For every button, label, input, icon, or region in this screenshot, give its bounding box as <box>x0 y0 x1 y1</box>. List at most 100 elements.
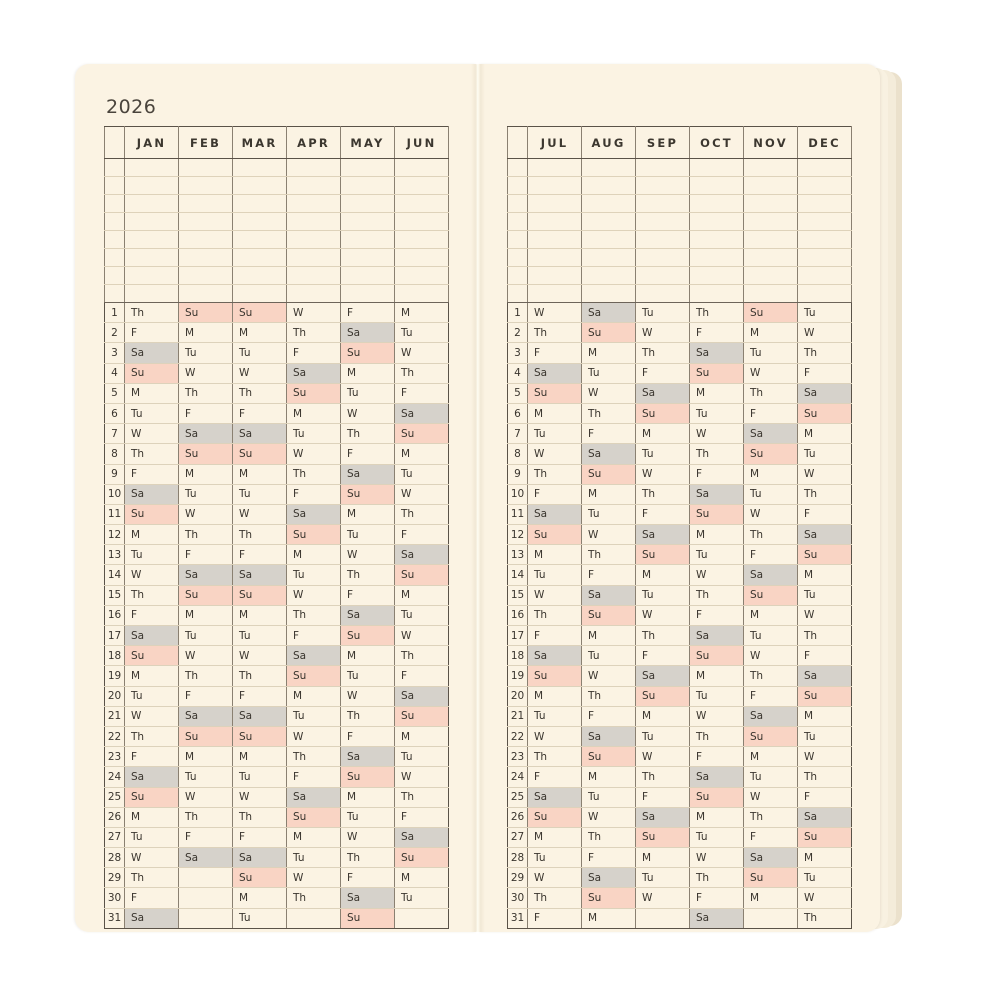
notes-cell[interactable] <box>232 212 287 231</box>
day-cell-jun-23[interactable]: Tu <box>394 746 449 768</box>
day-cell-jun-30[interactable]: Tu <box>394 887 449 909</box>
day-cell-nov-20[interactable]: F <box>743 686 798 707</box>
day-cell-oct-8[interactable]: Th <box>689 443 744 465</box>
day-cell-oct-15[interactable]: Th <box>689 585 744 606</box>
day-cell-sep-20[interactable]: Su <box>635 686 690 707</box>
notes-row[interactable] <box>104 230 449 249</box>
day-cell-nov-14[interactable]: Sa <box>743 564 798 586</box>
day-cell-may-6[interactable]: W <box>340 403 395 425</box>
notes-cell[interactable] <box>581 212 636 231</box>
notes-cell[interactable] <box>581 158 636 177</box>
day-cell-jan-31[interactable]: Sa <box>124 908 179 929</box>
day-cell-jun-15[interactable]: M <box>394 585 449 606</box>
day-cell-jul-17[interactable]: F <box>527 625 582 647</box>
day-cell-apr-2[interactable]: Th <box>286 322 341 344</box>
day-cell-apr-13[interactable]: M <box>286 544 341 566</box>
day-cell-jul-31[interactable]: F <box>527 908 582 929</box>
day-cell-jul-16[interactable]: Th <box>527 605 582 627</box>
notes-cell[interactable] <box>689 212 744 231</box>
day-cell-may-18[interactable]: M <box>340 645 395 667</box>
day-cell-jul-7[interactable]: Tu <box>527 423 582 445</box>
day-cell-aug-26[interactable]: W <box>581 807 636 828</box>
notes-cell[interactable] <box>286 176 341 195</box>
day-cell-sep-24[interactable]: Th <box>635 766 690 788</box>
notes-cell[interactable] <box>797 212 852 231</box>
day-cell-apr-24[interactable]: F <box>286 766 341 788</box>
notes-cell[interactable] <box>340 212 395 231</box>
notes-row[interactable] <box>507 266 852 285</box>
day-cell-dec-24[interactable]: Th <box>797 766 852 788</box>
day-cell-jan-21[interactable]: W <box>124 706 179 727</box>
notes-cell[interactable] <box>743 248 798 267</box>
day-cell-jan-22[interactable]: Th <box>124 726 179 748</box>
day-cell-aug-25[interactable]: Tu <box>581 787 636 808</box>
day-cell-aug-10[interactable]: M <box>581 484 636 505</box>
notes-cell[interactable] <box>689 248 744 267</box>
day-cell-dec-12[interactable]: Sa <box>797 524 852 546</box>
day-cell-aug-21[interactable]: F <box>581 706 636 727</box>
day-cell-may-20[interactable]: W <box>340 686 395 707</box>
notes-row[interactable] <box>507 284 852 303</box>
day-cell-jun-10[interactable]: W <box>394 484 449 505</box>
day-cell-nov-11[interactable]: W <box>743 504 798 526</box>
day-cell-aug-19[interactable]: W <box>581 665 636 687</box>
day-cell-jun-6[interactable]: Sa <box>394 403 449 425</box>
day-cell-sep-4[interactable]: F <box>635 363 690 384</box>
day-cell-sep-2[interactable]: W <box>635 322 690 344</box>
day-cell-dec-25[interactable]: F <box>797 787 852 808</box>
day-cell-jul-26[interactable]: Su <box>527 807 582 828</box>
day-cell-may-14[interactable]: Th <box>340 564 395 586</box>
notes-cell[interactable] <box>232 284 287 303</box>
day-cell-nov-26[interactable]: Th <box>743 807 798 828</box>
day-cell-mar-17[interactable]: Tu <box>232 625 287 647</box>
day-cell-may-7[interactable]: Th <box>340 423 395 445</box>
day-cell-jul-12[interactable]: Su <box>527 524 582 546</box>
day-cell-jun-4[interactable]: Th <box>394 363 449 384</box>
day-cell-sep-3[interactable]: Th <box>635 342 690 364</box>
day-cell-feb-7[interactable]: Sa <box>178 423 233 445</box>
notes-cell[interactable] <box>340 266 395 285</box>
day-cell-mar-25[interactable]: W <box>232 787 287 808</box>
day-cell-feb-15[interactable]: Su <box>178 585 233 606</box>
day-cell-apr-12[interactable]: Su <box>286 524 341 546</box>
notes-cell[interactable] <box>635 194 690 213</box>
day-cell-dec-19[interactable]: Sa <box>797 665 852 687</box>
notes-cell[interactable] <box>743 212 798 231</box>
day-cell-may-9[interactable]: Sa <box>340 464 395 485</box>
notes-cell[interactable] <box>635 176 690 195</box>
day-cell-dec-6[interactable]: Su <box>797 403 852 425</box>
day-cell-apr-4[interactable]: Sa <box>286 363 341 384</box>
day-cell-mar-26[interactable]: Th <box>232 807 287 828</box>
day-cell-aug-11[interactable]: Tu <box>581 504 636 526</box>
day-cell-feb-21[interactable]: Sa <box>178 706 233 727</box>
day-cell-oct-27[interactable]: Tu <box>689 827 744 849</box>
notes-cell[interactable] <box>232 158 287 177</box>
notes-row-number-cell[interactable] <box>507 158 528 177</box>
day-cell-aug-20[interactable]: Th <box>581 686 636 707</box>
day-cell-sep-14[interactable]: M <box>635 564 690 586</box>
day-cell-jul-1[interactable]: W <box>527 301 582 324</box>
day-cell-apr-6[interactable]: M <box>286 403 341 425</box>
day-cell-apr-16[interactable]: Th <box>286 605 341 627</box>
day-cell-sep-29[interactable]: Tu <box>635 867 690 889</box>
day-cell-jun-5[interactable]: F <box>394 383 449 404</box>
day-cell-dec-28[interactable]: M <box>797 847 852 869</box>
day-cell-nov-17[interactable]: Tu <box>743 625 798 647</box>
day-cell-jun-25[interactable]: Th <box>394 787 449 808</box>
day-cell-may-26[interactable]: Tu <box>340 807 395 828</box>
notes-cell[interactable] <box>178 158 233 177</box>
day-cell-jan-27[interactable]: Tu <box>124 827 179 849</box>
day-cell-mar-29[interactable]: Su <box>232 867 287 889</box>
day-cell-apr-27[interactable]: M <box>286 827 341 849</box>
month-header-jul[interactable]: JUL <box>527 126 582 159</box>
day-cell-jul-29[interactable]: W <box>527 867 582 889</box>
day-cell-jul-15[interactable]: W <box>527 585 582 606</box>
day-cell-jun-16[interactable]: Tu <box>394 605 449 627</box>
day-cell-jun-8[interactable]: M <box>394 443 449 465</box>
day-cell-jun-31[interactable] <box>394 908 449 929</box>
day-cell-nov-31[interactable] <box>743 908 798 929</box>
day-cell-nov-3[interactable]: Tu <box>743 342 798 364</box>
notes-cell[interactable] <box>689 266 744 285</box>
day-cell-jun-1[interactable]: M <box>394 301 449 324</box>
notes-row[interactable] <box>104 194 449 213</box>
